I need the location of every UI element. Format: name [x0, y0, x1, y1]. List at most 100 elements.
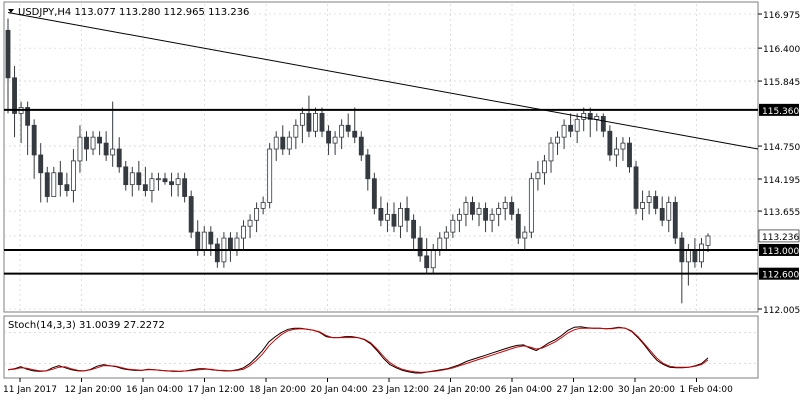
candle-up — [247, 219, 253, 227]
price-tick-label: 116.400 — [763, 45, 800, 55]
candle-up — [496, 207, 502, 215]
candle-down — [228, 237, 233, 251]
candle-up — [332, 136, 338, 144]
candle-up — [666, 202, 672, 221]
candle-down — [38, 154, 44, 174]
candle-down — [208, 231, 214, 245]
candle-up — [51, 172, 57, 197]
candle-down — [411, 219, 417, 239]
candle-up — [450, 219, 456, 233]
candle-down — [600, 115, 606, 132]
candle-down — [470, 202, 475, 215]
time-tick-label: 16 Jan 04:00 — [126, 385, 183, 395]
time-tick-label: 18 Jan 20:00 — [249, 385, 306, 395]
stoch-panel-frame — [3, 315, 759, 379]
candle-up — [502, 202, 508, 209]
time-tick-label: 24 Jan 20:00 — [434, 385, 491, 395]
candle-up — [385, 213, 390, 221]
chart-title: USDJPY,H4 113.077 113.280 112.965 113.23… — [18, 7, 249, 18]
dropdown-triangle-icon[interactable] — [8, 9, 14, 13]
time-tick-label: 27 Jan 12:00 — [557, 385, 614, 395]
time-tick-label: 11 Jan 2017 — [3, 385, 57, 395]
price-tick-label: 112.005 — [763, 306, 800, 316]
candle-down — [692, 249, 698, 263]
candle-up — [548, 142, 554, 162]
candle-down — [103, 142, 109, 156]
candle-up — [555, 136, 560, 144]
candle-up — [430, 249, 436, 269]
candle-up — [156, 178, 161, 181]
candle-down — [633, 166, 639, 209]
candle-up — [273, 136, 279, 150]
candle-up — [685, 249, 691, 263]
candle-down — [136, 172, 142, 186]
candle-up — [77, 136, 83, 162]
candle-down — [319, 113, 325, 132]
candle-down — [5, 29, 11, 79]
time-tick-label: 17 Jan 12:00 — [188, 385, 245, 395]
candle-down — [417, 237, 423, 257]
time-tick-label: 20 Jan 04:00 — [311, 385, 368, 395]
candle-up — [528, 178, 534, 233]
time-tick-label: 12 Jan 20:00 — [65, 385, 122, 395]
candle-down — [195, 231, 201, 251]
current-price-box — [758, 229, 800, 243]
candle-down — [509, 202, 515, 215]
candle-up — [613, 148, 619, 156]
candle-down — [672, 202, 678, 239]
candle-down — [326, 130, 331, 144]
candle-up — [234, 237, 240, 251]
candle-down — [365, 154, 371, 180]
candle-up — [339, 124, 345, 138]
candle-down — [515, 213, 521, 239]
candle-up — [646, 196, 652, 203]
candle-down — [116, 148, 122, 168]
candle-down — [214, 243, 220, 263]
candle-down — [188, 196, 194, 233]
candle-down — [280, 136, 286, 150]
candle-down — [84, 136, 89, 150]
candle-up — [443, 231, 449, 239]
candle-down — [123, 166, 129, 186]
candle-down — [424, 255, 430, 269]
candle-up — [149, 178, 155, 191]
candle-down — [371, 178, 377, 209]
candle-up — [313, 113, 318, 132]
price-tick-label: 114.195 — [763, 176, 800, 186]
price-tick-label: 113.655 — [763, 208, 800, 218]
candle-up — [640, 202, 646, 209]
candle-up — [110, 148, 116, 156]
candle-up — [581, 113, 587, 120]
candle-up — [241, 225, 246, 239]
candle-down — [64, 184, 70, 191]
candle-down — [627, 142, 632, 168]
candle-up — [542, 160, 547, 174]
candle-up — [175, 178, 181, 186]
stoch-layer — [4, 326, 758, 374]
time-tick-label: 23 Jan 12:00 — [372, 385, 429, 395]
candle-up — [398, 207, 403, 227]
candles-layer — [5, 18, 711, 304]
candle-down — [25, 107, 31, 126]
candle-down — [345, 124, 351, 132]
candle-down — [352, 130, 358, 138]
candle-up — [705, 235, 711, 246]
level-label: 112.600 — [762, 271, 799, 281]
candle-down — [97, 136, 103, 144]
candle-up — [437, 237, 443, 251]
stoch-signal-line — [7, 327, 709, 373]
level-label-box — [759, 267, 799, 280]
candle-up — [260, 202, 266, 209]
price-tick-label: 115.845 — [763, 78, 800, 88]
candle-down — [182, 178, 188, 197]
candle-up — [293, 124, 299, 138]
candle-up — [594, 115, 600, 120]
candle-up — [620, 142, 626, 150]
candle-up — [299, 113, 305, 126]
candle-up — [267, 148, 273, 203]
time-tick-label: 1 Feb 04:00 — [680, 385, 734, 395]
candle-up — [90, 136, 96, 150]
candle-up — [535, 172, 541, 180]
